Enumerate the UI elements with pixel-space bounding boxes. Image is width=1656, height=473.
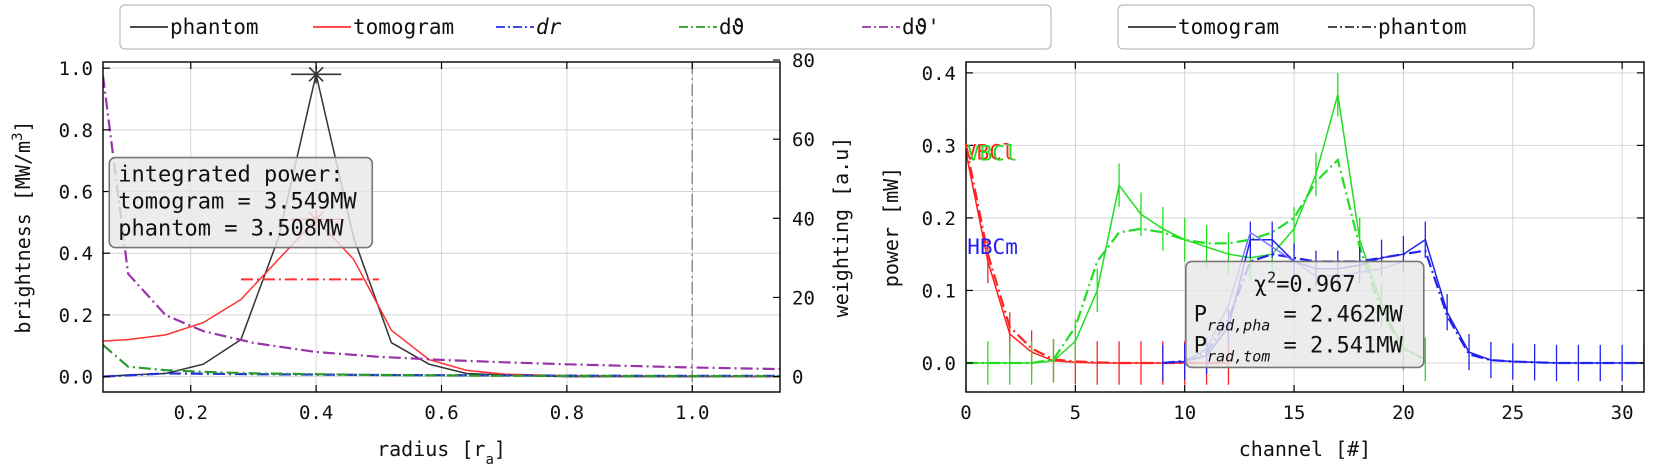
right-chart-ticks: 0 5 10 15 20 25 30 0.0 0.1 0.2 0.3 0.4: [922, 62, 1644, 424]
series-green-phantom: [966, 157, 1426, 365]
legend-label-d: dϑ': [902, 15, 940, 39]
y-tick-label: 0.2: [922, 208, 956, 230]
left-y2-axis-label: weighting [a.u]: [829, 137, 853, 318]
legend-label-tomogram: tomogram: [1178, 15, 1279, 39]
x-tick-label: 0.6: [424, 402, 458, 424]
legend-label-tomogram: tomogram: [353, 15, 454, 39]
right-y-axis-label: power [mW]: [879, 167, 903, 287]
right-annotation-background: [1185, 260, 1425, 369]
left-chart-panel: 0.2 0.4 0.6 0.8 1.0 0.0 0.2 0.4 0.6 0.8 1.0 0 20 40 60…: [10, 4, 1052, 468]
y2-tick-label: 60: [792, 129, 815, 151]
left-annotation-box: integrated power: tomogram = 3.549MW pha…: [108, 156, 374, 249]
x-tick-label: 30: [1611, 402, 1634, 424]
camera-label-hbcm: HBCm: [967, 235, 1018, 259]
x-tick-label: 0: [960, 402, 971, 424]
y2-tick-label: 40: [792, 208, 815, 230]
annotation-prad-tomogram: Prad,tom = 2.541MW: [1194, 333, 1404, 365]
left-annotation-background: [108, 156, 374, 249]
x-tick-label: 5: [1070, 402, 1081, 424]
y2-tick-label: 0: [792, 367, 803, 389]
x-tick-label: 20: [1392, 402, 1415, 424]
y2-tick-label: 20: [792, 287, 815, 309]
right-chart-frame: [965, 61, 1645, 393]
annotation-chi-squared: χ2=0.967: [1254, 268, 1356, 297]
right-annotation-box: χ2=0.967 Prad,pha = 2.462MW Prad,tom = 2…: [1185, 260, 1425, 369]
annotation-prad-phantom: Prad,pha = 2.462MW: [1194, 302, 1404, 334]
legend-label-dr: dr: [536, 15, 562, 39]
y-tick-label: 0.4: [59, 243, 93, 265]
camera-label-vbcl: VBCl: [967, 142, 1018, 166]
y-tick-label: 0.4: [922, 63, 956, 85]
x-tick-label: 10: [1173, 402, 1196, 424]
left-x-axis-label: radius [ra]: [377, 437, 506, 468]
y-tick-label: 0.0: [59, 367, 93, 389]
legend-frame: [1117, 4, 1535, 50]
annotation-title: integrated power:: [118, 163, 343, 188]
series-vbcl-phantom: [966, 145, 1229, 365]
x-tick-label: 25: [1501, 402, 1524, 424]
x-tick-label: 0.8: [550, 402, 584, 424]
y-tick-label: 0.3: [922, 135, 956, 157]
legend-frame: [119, 4, 1052, 50]
x-tick-label: 1.0: [675, 402, 709, 424]
legend-label-phantom: phantom: [170, 15, 259, 39]
y-tick-label: 0.0: [922, 353, 956, 375]
y-tick-label: 0.8: [59, 120, 93, 142]
legend-label-phantom: phantom: [1378, 15, 1467, 39]
x-tick-label: 15: [1283, 402, 1306, 424]
left-y-axis-label: brightness [MW/m3]: [10, 120, 35, 333]
right-legend: tomogram phantom: [1117, 4, 1535, 50]
x-tick-label: 0.2: [174, 402, 208, 424]
right-chart-panel: 0 5 10 15 20 25 300.00.10.20.30.4 VBClVBClHBCm…: [879, 4, 1645, 461]
annotation-tomogram-power: tomogram = 3.549MW: [118, 190, 357, 215]
annotation-phantom-power: phantom = 3.508MW: [118, 217, 344, 242]
legend-label-d: dϑ: [719, 15, 744, 39]
left-legend: phantom tomogram dr dϑ dϑ': [119, 4, 1052, 50]
y-tick-label: 0.1: [922, 280, 956, 302]
series-d: [103, 344, 780, 378]
y-tick-label: 0.2: [59, 305, 93, 327]
y-tick-label: 1.0: [59, 58, 93, 80]
right-x-axis-label: channel [#]: [1239, 437, 1371, 461]
x-tick-label: 0.4: [299, 402, 333, 424]
y-tick-label: 0.6: [59, 182, 93, 204]
camera-label-vbcl: VBCl: [964, 141, 1015, 165]
y2-tick-label: 80: [792, 50, 815, 72]
left-chart-ticks: 0.2 0.4 0.6 0.8 1.0 0.0 0.2 0.4 0.6 0.8 1.0 0 20 40 60…: [59, 50, 815, 424]
series-dr: [103, 372, 780, 378]
